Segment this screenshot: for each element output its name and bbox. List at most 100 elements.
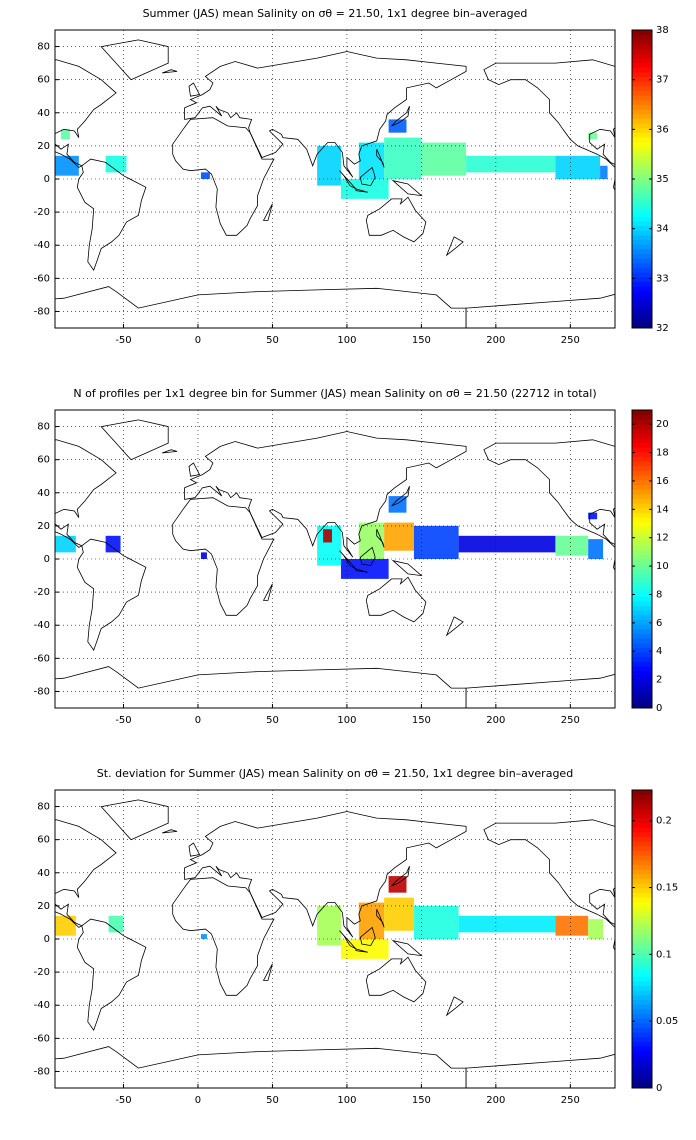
colorbar-swatch	[632, 929, 652, 935]
coastline	[391, 559, 423, 577]
coastline	[391, 106, 410, 127]
x-tick-label: 150	[412, 715, 431, 726]
colorbar-swatch	[632, 188, 652, 194]
colorbar-swatch	[632, 563, 652, 569]
colorbar-swatch	[632, 318, 652, 324]
colorbar-swatch	[632, 206, 652, 213]
colorbar-swatch	[632, 1064, 652, 1070]
coastline	[55, 59, 117, 168]
colorbar-swatch	[632, 694, 652, 700]
colorbar-tick-label: 8	[656, 589, 662, 600]
colorbar-swatch	[632, 883, 652, 889]
coastline	[365, 576, 427, 623]
colorbar-swatch	[632, 628, 652, 634]
x-tick-label: 100	[337, 715, 356, 726]
colorbar-swatch	[632, 53, 652, 59]
colorbar-frame	[631, 29, 653, 329]
colorbar-swatch	[632, 859, 652, 865]
colorbar-swatch	[632, 808, 652, 814]
colorbar-swatch	[632, 90, 652, 96]
colorbar-swatch	[632, 943, 652, 949]
data-cell	[588, 132, 598, 140]
data-cell	[323, 529, 333, 543]
colorbar-tick-label: 0	[656, 1083, 662, 1094]
colorbar-swatch	[632, 531, 652, 537]
colorbar-swatch	[632, 878, 652, 884]
colorbar-swatch	[632, 619, 652, 625]
y-tick-label: 60	[37, 835, 50, 846]
colorbar-swatch	[632, 192, 652, 199]
colorbar-swatch	[632, 109, 652, 115]
colorbar-swatch	[632, 146, 652, 152]
y-tick-label: -80	[34, 686, 50, 697]
colorbar-swatch	[632, 1074, 652, 1080]
data-cell	[555, 915, 589, 936]
colorbar-swatch	[632, 1041, 652, 1047]
y-tick-label: 0	[44, 934, 50, 945]
colorbar: 0 0.05 0.1 0.15 0.2	[631, 789, 678, 1094]
data-cell	[458, 915, 556, 933]
data-cell	[358, 522, 385, 559]
data-cell	[388, 496, 407, 513]
colorbar-swatch	[632, 610, 652, 616]
colorbar-swatch	[632, 1027, 652, 1033]
colorbar-swatch	[632, 656, 652, 662]
x-tick-label: 200	[486, 1095, 505, 1106]
coastline	[365, 956, 427, 1003]
colorbar-swatch	[632, 99, 652, 105]
colorbar-swatch	[632, 647, 652, 653]
colorbar-swatch	[632, 220, 652, 227]
colorbar-swatch	[632, 703, 652, 709]
colorbar-swatch	[632, 1060, 652, 1066]
colorbar-swatch	[632, 864, 652, 870]
data-cell	[60, 129, 70, 140]
y-tick-label: 20	[37, 901, 50, 912]
colorbar-swatch	[632, 286, 652, 292]
colorbar-swatch	[632, 39, 652, 45]
colorbar-swatch	[632, 670, 652, 676]
colorbar-swatch	[632, 465, 652, 472]
colorbar-swatch	[632, 526, 652, 532]
data-cell	[340, 939, 389, 959]
coastline	[391, 939, 423, 957]
colorbar-swatch	[632, 985, 652, 991]
colorbar-swatch	[632, 582, 652, 588]
colorbar-swatch	[632, 1050, 652, 1056]
colorbar-swatch	[632, 545, 652, 551]
colorbar-swatch	[632, 484, 652, 490]
colorbar-swatch	[632, 698, 652, 704]
colorbar-swatch	[632, 507, 652, 513]
colorbar-swatch	[632, 48, 652, 54]
x-tick-label: 150	[412, 335, 431, 346]
colorbar-swatch	[632, 179, 652, 185]
colorbar-swatch	[632, 934, 652, 940]
y-tick-label: -40	[34, 1000, 50, 1011]
colorbar-swatch	[632, 183, 652, 189]
colorbar-swatch	[632, 410, 652, 416]
coastline	[445, 236, 464, 257]
colorbar-tick-label: 12	[656, 533, 669, 544]
colorbar-swatch	[632, 1036, 652, 1042]
data-cell	[55, 915, 76, 936]
data-cell	[358, 902, 385, 939]
colorbar-tick-label: 0.05	[656, 1016, 678, 1027]
colorbar-swatch	[632, 568, 652, 574]
coastline	[184, 431, 467, 558]
colorbar-swatch	[632, 276, 652, 282]
data-cell	[421, 142, 467, 176]
colorbar-swatch	[632, 614, 652, 621]
x-tick-label: 200	[486, 715, 505, 726]
y-tick-label: -80	[34, 1066, 50, 1077]
colorbar-swatch	[632, 62, 652, 68]
coastline	[184, 811, 467, 938]
colorbar-swatch	[632, 976, 652, 982]
coastline	[355, 188, 368, 193]
colorbar-swatch	[632, 661, 652, 667]
colorbar-swatch	[632, 911, 652, 917]
colorbar-swatch	[632, 803, 652, 810]
colorbar-tick-label: 33	[656, 273, 669, 284]
colorbar-swatch	[632, 433, 652, 439]
colorbar-swatch	[632, 442, 652, 448]
x-tick-label: 200	[486, 335, 505, 346]
coastline	[359, 926, 376, 947]
